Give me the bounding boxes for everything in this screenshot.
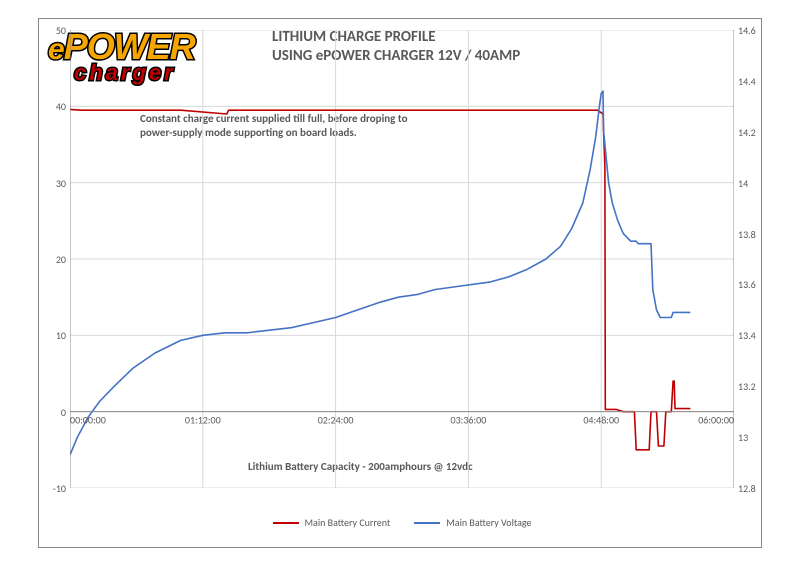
y-right-tick: 12.8 (738, 482, 756, 495)
y-right-tick: 14.6 (738, 24, 756, 37)
svg-text:00:00:00: 00:00:00 (70, 414, 106, 427)
y-right-tick: 14.2 (738, 126, 756, 139)
y-right-tick: 14 (738, 177, 748, 190)
svg-text:01:12:00: 01:12:00 (185, 414, 221, 427)
legend-swatch (414, 522, 440, 524)
y-left-tick: 0 (61, 406, 66, 419)
y-left-tick: 30 (56, 177, 66, 190)
svg-text:03:36:00: 03:36:00 (451, 414, 487, 427)
svg-text:06:00:00: 06:00:00 (698, 414, 734, 427)
legend-label: Main Battery Voltage (446, 516, 531, 529)
svg-text:04:48:00: 04:48:00 (583, 414, 619, 427)
y-right-tick: 13.2 (738, 380, 756, 393)
legend-item: Main Battery Voltage (414, 516, 531, 529)
y-left-tick: 40 (56, 100, 66, 113)
y-right-tick: 13 (738, 431, 748, 444)
chart-plot: 00:00:00 01:12:00 02:24:00 03:36:00 04:48:00… (70, 30, 734, 488)
chart-legend: Main Battery Current Main Battery Voltage (252, 516, 552, 529)
svg-text:02:24:00: 02:24:00 (318, 414, 354, 427)
y-left-tick: -10 (53, 482, 66, 495)
y-left-tick: 50 (56, 24, 66, 37)
y-right-tick: 13.6 (738, 278, 756, 291)
y-right-tick: 13.4 (738, 329, 756, 342)
y-right-tick: 14.4 (738, 75, 756, 88)
y-left-tick: 10 (56, 329, 66, 342)
legend-item: Main Battery Current (273, 516, 391, 529)
y-left-tick: 20 (56, 253, 66, 266)
legend-label: Main Battery Current (305, 516, 391, 529)
y-right-tick: 13.8 (738, 228, 756, 241)
legend-swatch (273, 522, 299, 524)
